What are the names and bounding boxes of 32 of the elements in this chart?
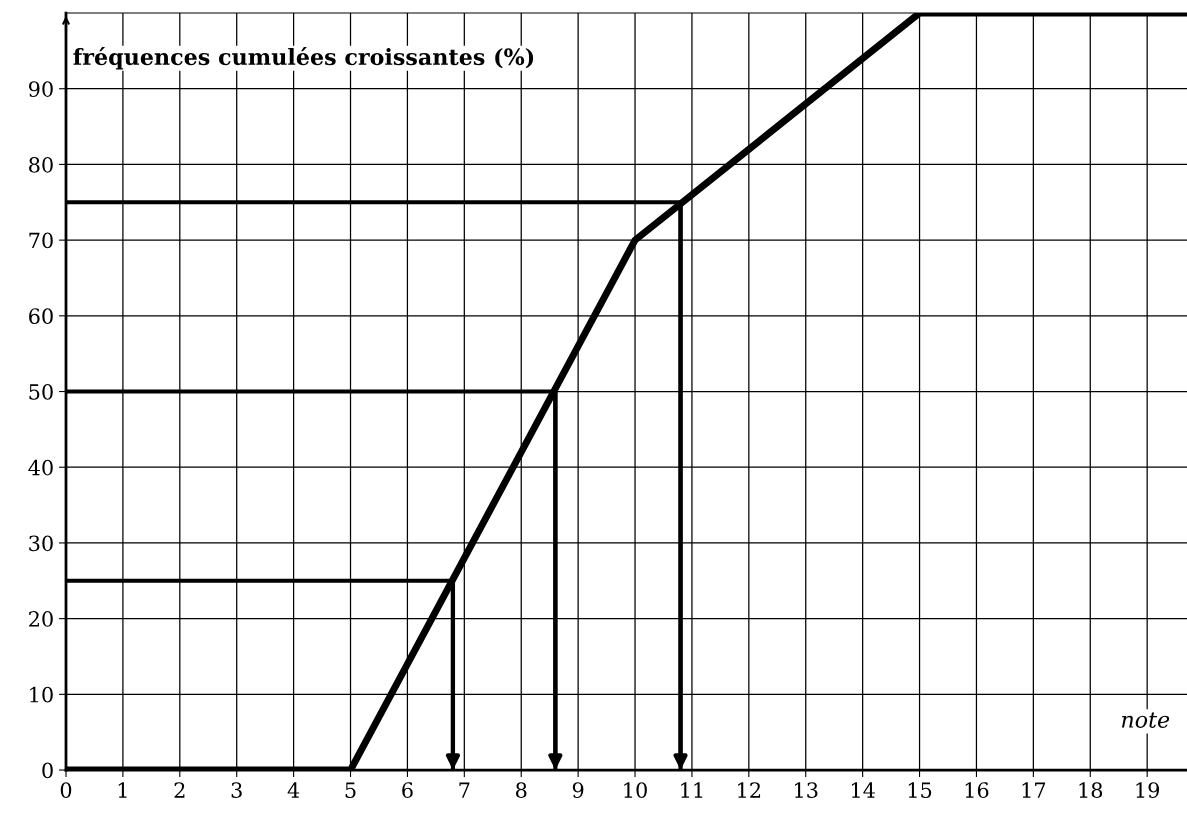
y-tick-label: 90 (28, 81, 53, 97)
y-tick-label: 10 (30, 686, 53, 703)
y-tick-label: 60 (29, 308, 53, 325)
x-tick-label: 15 (908, 782, 932, 798)
x-tick-label: 1 (118, 782, 127, 798)
x-tick-label: 12 (738, 782, 761, 798)
y-tick-label: 0 (42, 762, 53, 779)
y-tick-label: 70 (29, 232, 53, 249)
x-tick-label: 14 (851, 782, 875, 798)
x-axis-title: note (1121, 712, 1170, 728)
x-tick-label: 8 (515, 782, 527, 798)
y-axis-title: fréquences cumulées croissantes (%) (73, 47, 534, 70)
x-tick-label: 5 (345, 782, 356, 798)
x-tick-label: 13 (795, 782, 818, 798)
x-tick-label: 6 (402, 782, 413, 798)
x-tick-label: 11 (681, 782, 703, 798)
y-tick-label: 40 (28, 459, 53, 476)
x-tick-label: 16 (965, 782, 989, 798)
y-tick-label: 80 (29, 156, 53, 173)
x-tick-label: 2 (174, 782, 185, 798)
x-tick-label: 18 (1079, 782, 1103, 798)
x-tick-label: 17 (1022, 782, 1046, 798)
y-tick-label: 30 (29, 535, 53, 552)
x-tick-label: 4 (287, 782, 300, 798)
y-tick-label: 50 (29, 383, 53, 400)
x-tick-label: 9 (572, 782, 584, 798)
x-tick-label: 7 (459, 782, 470, 798)
x-tick-label: 0 (60, 782, 72, 798)
x-tick-label: 19 (1136, 782, 1160, 798)
y-tick-label: 20 (29, 611, 53, 627)
x-tick-label: 10 (624, 782, 647, 798)
x-tick-label: 3 (231, 782, 242, 798)
